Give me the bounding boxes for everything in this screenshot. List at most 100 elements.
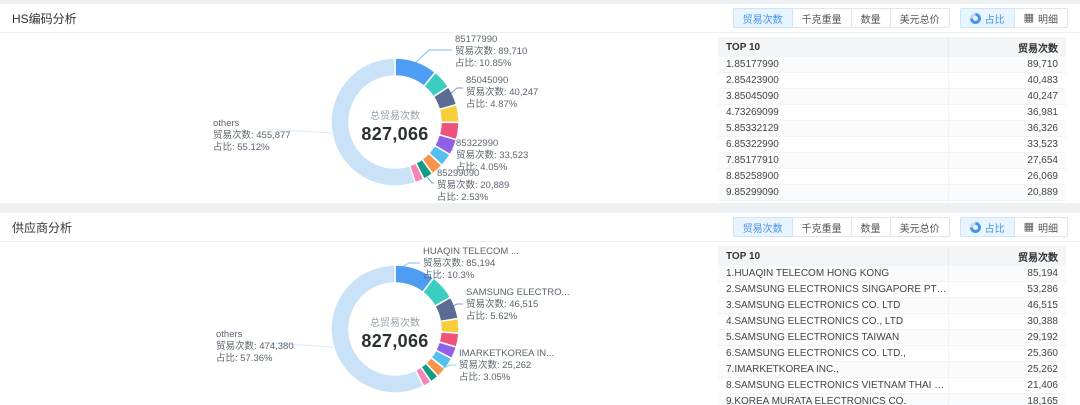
row-value-cell: 30,388 — [948, 313, 1066, 330]
row-value-cell: 40,483 — [948, 72, 1066, 89]
metric-toolbar: 贸易次数 千克重量 数量 美元总价 占比 ▦ 明细 — [732, 217, 1068, 237]
callout-trades: 贸易次数: 85,194 — [423, 258, 496, 269]
view-button-proportion[interactable]: 占比 — [959, 217, 1015, 237]
col-header-top10: TOP 10 — [718, 37, 949, 57]
col-header-trade-count: 贸易次数 — [948, 246, 1066, 266]
chart-callout: 85177990 贸易次数: 89,710 占比: 10.85% — [455, 34, 527, 70]
table-icon: ▦ — [1023, 220, 1034, 233]
callout-share: 占比: 10.85% — [455, 58, 512, 69]
metric-button-label: 美元总价 — [899, 14, 940, 26]
table-row[interactable]: 2.SAMSUNG ELECTRONICS SINGAPORE PTE. LTD… — [718, 281, 1066, 298]
table-row[interactable]: 6.85322990 33,523 — [718, 136, 1066, 153]
table-row[interactable]: 9.85299090 20,889 — [718, 184, 1066, 201]
donut-segment[interactable] — [330, 264, 425, 394]
callout-share: 占比: 57.36% — [216, 353, 273, 364]
row-name-cell: 8.SAMSUNG ELECTRONICS VIETNAM THAI NG — [718, 377, 949, 394]
callout-share: 占比: 2.53% — [437, 192, 489, 203]
table-header-row: TOP 10 贸易次数 — [718, 37, 1066, 57]
table-row[interactable]: 3.85045090 40,247 — [718, 88, 1066, 105]
row-value-cell: 89,710 — [948, 57, 1066, 73]
metric-toolbar: 贸易次数 千克重量 数量 美元总价 占比 ▦ 明细 — [732, 8, 1068, 28]
section-title: HS编码分析 — [12, 11, 77, 26]
row-name-cell: 7.IMARKETKOREA INC., — [718, 361, 949, 378]
metric-button-quantity[interactable]: 数量 — [850, 8, 891, 28]
view-button-label: 明细 — [1038, 14, 1058, 26]
metric-button-trade-count[interactable]: 贸易次数 — [732, 8, 793, 28]
table-row[interactable]: 9.KOREA MURATA ELECTRONICS CO. 18,165 — [718, 393, 1066, 405]
table-row[interactable]: 1.85177990 89,710 — [718, 57, 1066, 73]
metric-button-label: 数量 — [860, 14, 881, 26]
callout-name: IMARKETKOREA IN... — [459, 348, 555, 359]
table-row[interactable]: 4.73269099 36,981 — [718, 104, 1066, 121]
chart-callout-others: others 贸易次数: 474,380 占比: 57.36% — [216, 329, 294, 365]
chart-callout: SAMSUNG ELECTRO... 贸易次数: 46,515 占比: 5.62… — [466, 287, 569, 323]
metric-button-kg-weight[interactable]: 千克重量 — [791, 217, 852, 237]
row-name-cell: 1.HUAQIN TELECOM HONG KONG — [718, 266, 949, 282]
metric-button-kg-weight[interactable]: 千克重量 — [791, 8, 852, 28]
callout-trades: 贸易次数: 474,380 — [216, 341, 294, 352]
panel-body: 总贸易次数 827,066 85177990 贸易次数: 89,710 占比: … — [0, 33, 1080, 203]
chart-callout: HUAQIN TELECOM ... 贸易次数: 85,194 占比: 10.3… — [423, 246, 519, 282]
row-value-cell: 18,165 — [948, 393, 1066, 405]
row-name-cell: 4.SAMSUNG ELECTRONICS CO., LTD — [718, 313, 949, 330]
view-button-detail[interactable]: ▦ 明细 — [1013, 217, 1068, 237]
row-value-cell: 27,654 — [948, 152, 1066, 169]
table-row[interactable]: 2.85423900 40,483 — [718, 72, 1066, 89]
table-row[interactable]: 5.85332129 36,326 — [718, 120, 1066, 137]
row-name-cell: 4.73269099 — [718, 104, 949, 121]
donut-segment[interactable] — [330, 57, 417, 187]
view-button-detail[interactable]: ▦ 明细 — [1013, 8, 1068, 28]
table-row[interactable]: 6.SAMSUNG ELECTRONICS CO. LTD., 25,360 — [718, 345, 1066, 362]
row-name-cell: 1.85177990 — [718, 57, 949, 73]
table-row[interactable]: 8.85258900 26,069 — [718, 168, 1066, 185]
panel-supplier-analysis: 供应商分析 贸易次数 千克重量 数量 美元总价 占比 ▦ 明细 总贸易次数 827… — [0, 213, 1080, 405]
top10-table-hs-codes: TOP 10 贸易次数 1.85177990 89,710 2.85423900 4… — [718, 37, 1066, 203]
view-button-label: 占比 — [984, 223, 1005, 235]
table-row[interactable]: 7.IMARKETKOREA INC., 25,262 — [718, 361, 1066, 378]
callout-share: 占比: 4.05% — [456, 162, 508, 173]
row-value-cell: 25,360 — [948, 345, 1066, 362]
callout-trades: 贸易次数: 89,710 — [455, 46, 528, 57]
metric-button-label: 贸易次数 — [742, 14, 783, 26]
row-name-cell: 5.85332129 — [718, 120, 949, 137]
row-name-cell: 2.SAMSUNG ELECTRONICS SINGAPORE PTE. LTD — [718, 281, 949, 298]
section-title: 供应商分析 — [12, 220, 73, 235]
table-row[interactable]: 7.85177910 27,654 — [718, 152, 1066, 169]
callout-name: 85299090 — [437, 168, 480, 179]
callout-share: 占比: 10.3% — [423, 270, 475, 281]
table-row[interactable]: 10.3919909019,307 — [718, 200, 1066, 203]
table-row[interactable]: 1.HUAQIN TELECOM HONG KONG 85,194 — [718, 266, 1066, 282]
row-value-cell: 36,981 — [948, 104, 1066, 121]
row-name-cell: 7.85177910 — [718, 152, 949, 169]
callout-name: SAMSUNG ELECTRO... — [466, 287, 570, 298]
pie-chart-icon — [969, 221, 981, 233]
chart-callout: 85045090 贸易次数: 40,247 占比: 4.87% — [466, 75, 538, 111]
top10-table-suppliers: TOP 10 贸易次数 1.HUAQIN TELECOM HONG KONG 85… — [718, 246, 1066, 405]
callout-trades: 贸易次数: 455,877 — [213, 130, 291, 141]
callout-trades: 贸易次数: 20,889 — [437, 180, 510, 191]
callout-name: 85322990 — [456, 138, 499, 149]
donut-segment[interactable] — [439, 317, 460, 334]
row-name-cell: 8.85258900 — [718, 168, 949, 185]
callout-name: HUAQIN TELECOM ... — [423, 246, 519, 257]
metric-button-label: 千克重量 — [801, 14, 842, 26]
table-row[interactable]: 8.SAMSUNG ELECTRONICS VIETNAM THAI NG 21,… — [718, 377, 1066, 394]
metric-button-trade-count[interactable]: 贸易次数 — [732, 217, 793, 237]
metric-button-usd-total[interactable]: 美元总价 — [889, 217, 950, 237]
row-name-cell: 6.SAMSUNG ELECTRONICS CO. LTD., — [718, 345, 949, 362]
table-row[interactable]: 4.SAMSUNG ELECTRONICS CO., LTD 30,388 — [718, 313, 1066, 330]
callout-trades: 贸易次数: 33,523 — [456, 150, 529, 161]
table-row[interactable]: 5.SAMSUNG ELECTRONICS TAIWAN 29,192 — [718, 329, 1066, 346]
view-toggle-group: 占比 ▦ 明细 — [959, 8, 1068, 28]
table-row[interactable]: 3.SAMSUNG ELECTRONICS CO. LTD 46,515 — [718, 297, 1066, 314]
col-header-trade-count: 贸易次数 — [948, 37, 1066, 57]
metric-button-label: 贸易次数 — [742, 223, 783, 235]
metric-button-label: 千克重量 — [801, 223, 842, 235]
view-button-label: 占比 — [984, 14, 1005, 26]
view-toggle-group: 占比 ▦ 明细 — [959, 217, 1068, 237]
metric-button-quantity[interactable]: 数量 — [850, 217, 891, 237]
donut-chart-suppliers[interactable] — [310, 244, 480, 405]
metric-button-usd-total[interactable]: 美元总价 — [889, 8, 950, 28]
view-button-proportion[interactable]: 占比 — [959, 8, 1015, 28]
